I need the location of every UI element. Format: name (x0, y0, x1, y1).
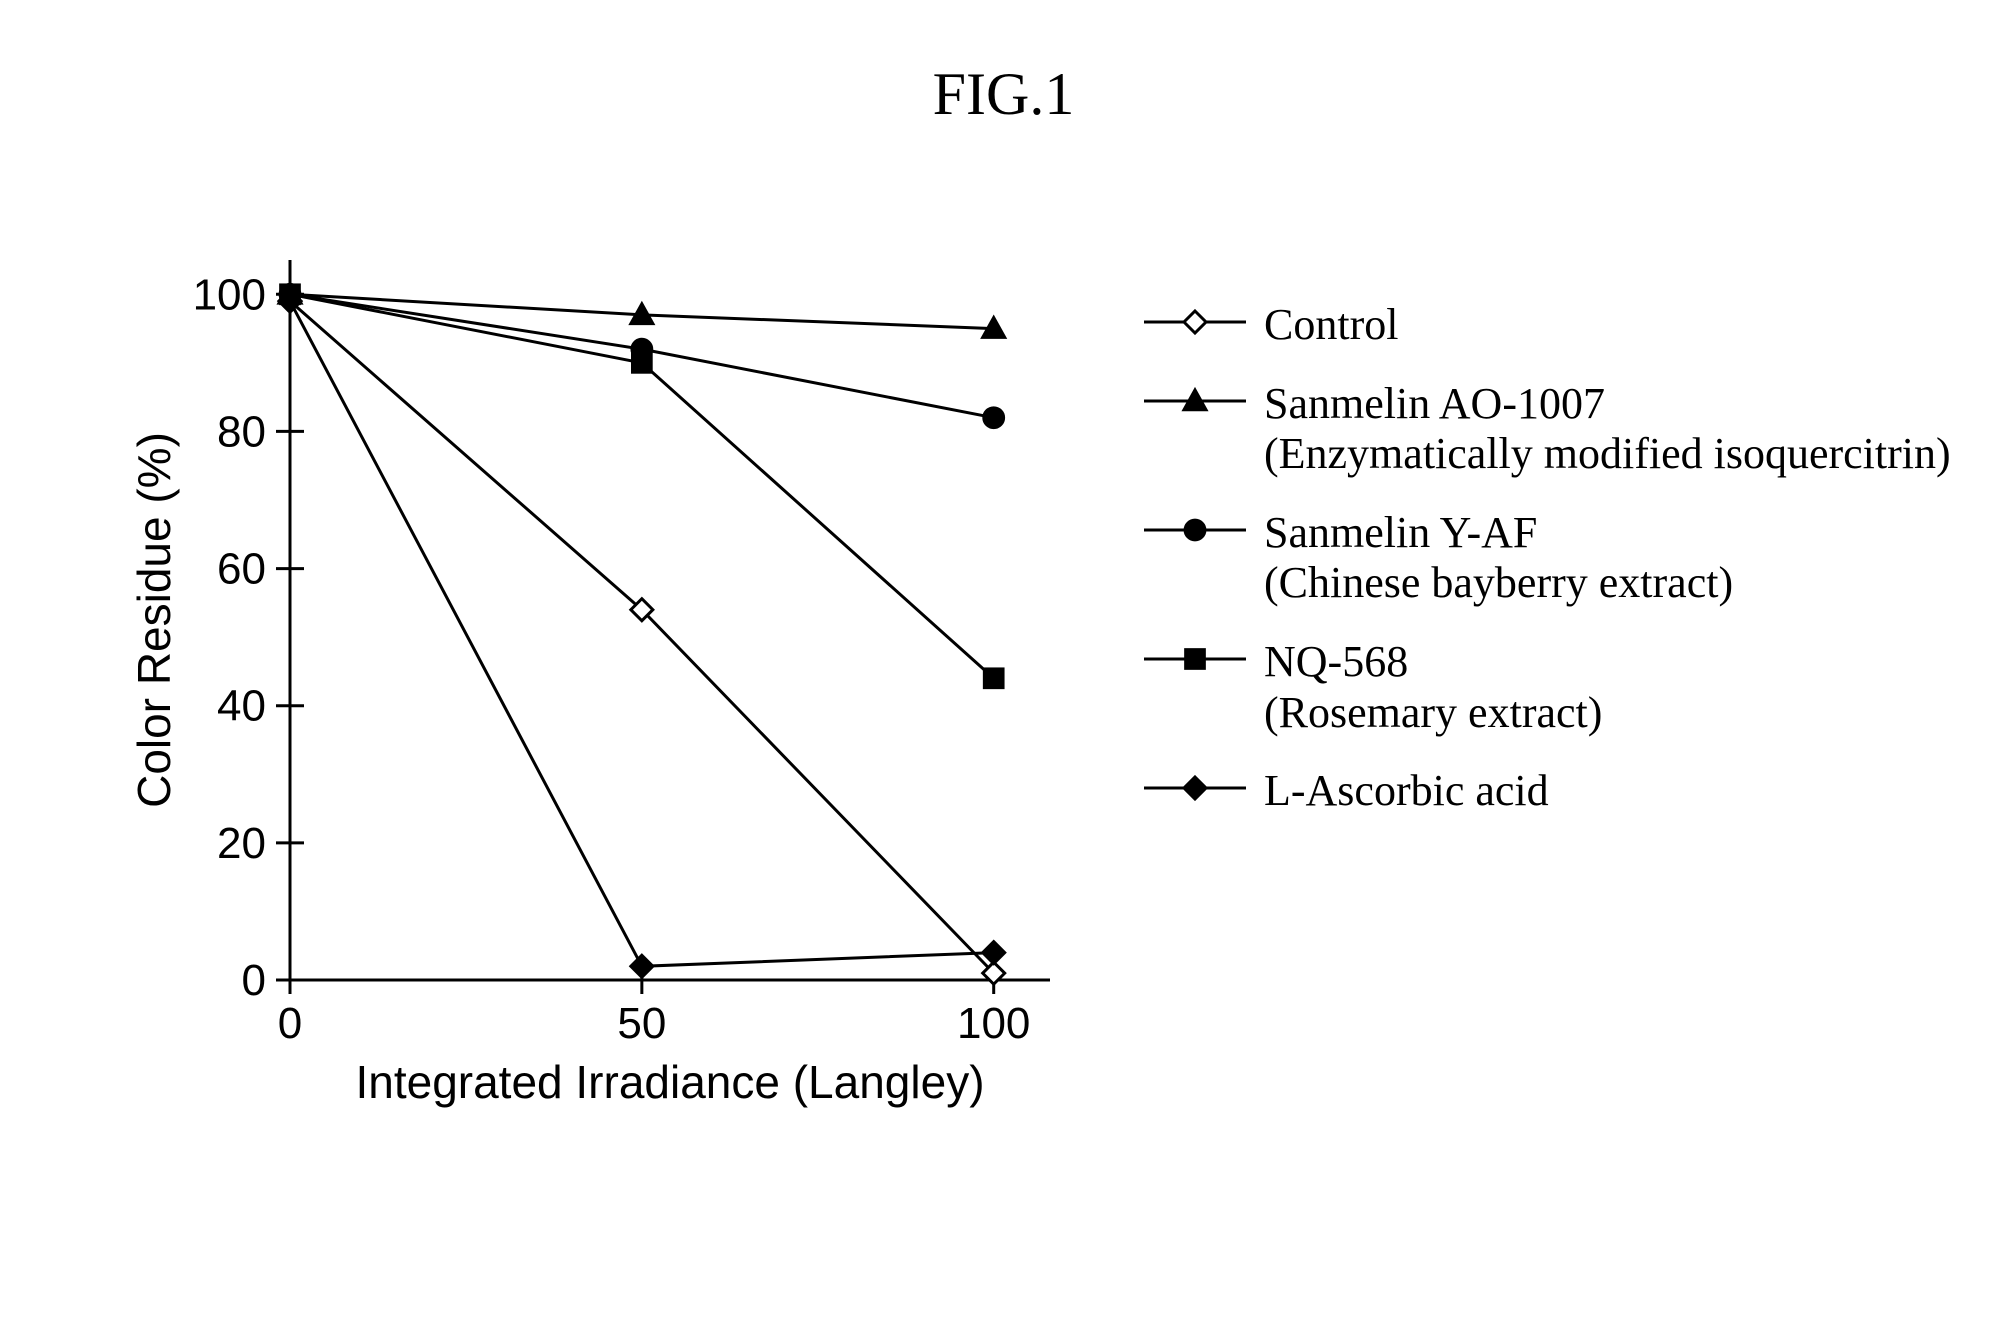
y-tick-label: 60 (217, 545, 266, 594)
y-tick-label: 20 (217, 819, 266, 868)
marker-square (1186, 650, 1205, 669)
legend-label-sub: (Rosemary extract) (1264, 688, 1602, 739)
marker-square (633, 354, 652, 373)
marker-diamond (1184, 311, 1206, 333)
series-line-ascorbic (290, 301, 994, 966)
legend-swatch (1140, 637, 1250, 681)
x-tick-label: 50 (617, 999, 666, 1048)
legend-swatch (1140, 300, 1250, 344)
legend-item-ao1007: Sanmelin AO-1007(Enzymatically modified … (1140, 379, 1951, 480)
legend-item-ascorbic: L-Ascorbic acid (1140, 766, 1951, 817)
marker-circle (1185, 520, 1205, 540)
x-tick-label: 100 (957, 999, 1030, 1048)
marker-diamond (983, 942, 1005, 964)
marker-diamond (631, 955, 653, 977)
y-tick-label: 100 (193, 270, 266, 319)
legend-item-control: Control (1140, 300, 1951, 351)
x-axis-label: Integrated Irradiance (Langley) (355, 1056, 984, 1108)
legend-label-main: Sanmelin Y-AF (1264, 508, 1537, 557)
y-tick-label: 40 (217, 682, 266, 731)
x-tick-label: 0 (278, 999, 302, 1048)
chart-svg: 0 20 40 60 80 100 0 50 100 Integrated Irradiance … (120, 220, 1120, 1120)
legend-label: Control (1264, 300, 1398, 351)
legend-label-main: Sanmelin AO-1007 (1264, 379, 1605, 428)
legend-label-main: Control (1264, 300, 1398, 349)
marker-square (984, 669, 1003, 688)
legend-item-nq568: NQ-568(Rosemary extract) (1140, 637, 1951, 738)
legend-label-sub: (Chinese bayberry extract) (1264, 558, 1733, 609)
legend-label-sub: (Enzymatically modified isoquercitrin) (1264, 429, 1951, 480)
figure-title: FIG.1 (0, 60, 2007, 129)
legend-label: L-Ascorbic acid (1264, 766, 1549, 817)
chart-area: 0 20 40 60 80 100 0 50 100 Integrated Irradiance … (120, 220, 1120, 1125)
legend-swatch (1140, 508, 1250, 552)
legend-label: Sanmelin AO-1007(Enzymatically modified … (1264, 379, 1951, 480)
y-tick-label: 80 (217, 407, 266, 456)
legend-label: NQ-568(Rosemary extract) (1264, 637, 1602, 738)
legend-label: Sanmelin Y-AF(Chinese bayberry extract) (1264, 508, 1733, 609)
legend-swatch (1140, 766, 1250, 810)
y-axis-label: Color Residue (%) (128, 432, 180, 808)
marker-circle (984, 408, 1004, 428)
legend-label-main: NQ-568 (1264, 637, 1408, 686)
legend-item-yaf: Sanmelin Y-AF(Chinese bayberry extract) (1140, 508, 1951, 609)
marker-diamond (1184, 777, 1206, 799)
y-tick-label: 0 (242, 956, 266, 1005)
legend: Control Sanmelin AO-1007(Enzymatically mo… (1140, 300, 1951, 845)
series-line-control (290, 301, 994, 973)
legend-label-main: L-Ascorbic acid (1264, 766, 1549, 815)
legend-swatch (1140, 379, 1250, 423)
